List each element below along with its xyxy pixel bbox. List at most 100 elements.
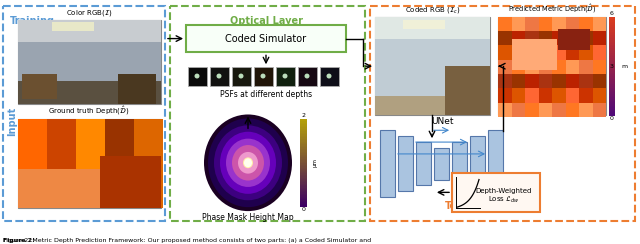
Bar	[525, 88, 538, 103]
Bar	[300, 182, 307, 183]
Bar	[538, 60, 552, 74]
Bar	[609, 37, 615, 39]
Bar	[300, 169, 307, 171]
Bar	[609, 53, 615, 55]
Text: 6: 6	[610, 11, 614, 16]
Text: m: m	[621, 64, 627, 69]
Bar	[498, 60, 511, 74]
Bar	[300, 199, 307, 201]
Bar	[300, 141, 307, 143]
Bar	[300, 119, 307, 121]
Bar	[300, 124, 307, 126]
Bar	[538, 31, 552, 45]
Bar	[375, 96, 490, 115]
Bar	[375, 17, 490, 39]
Bar	[298, 67, 317, 86]
Bar	[300, 166, 307, 168]
Text: Depth-Weighted
Loss $\mathcal{L}_{dw}$: Depth-Weighted Loss $\mathcal{L}_{dw}$	[476, 187, 532, 205]
Bar	[470, 136, 485, 191]
Bar	[300, 203, 307, 205]
Bar	[609, 27, 615, 29]
Text: Ground truth Depth($\hat{\mathcal{D}}$): Ground truth Depth($\hat{\mathcal{D}}$)	[48, 105, 130, 117]
Text: μm: μm	[312, 158, 317, 167]
Bar	[210, 67, 229, 86]
Bar	[18, 41, 161, 81]
Bar	[609, 46, 615, 49]
Bar	[300, 193, 307, 195]
Bar	[609, 33, 615, 35]
Bar	[3, 6, 165, 221]
Bar	[552, 60, 566, 74]
Bar	[609, 104, 615, 106]
Bar	[609, 86, 615, 88]
Bar	[300, 179, 307, 181]
Bar	[538, 103, 552, 117]
Bar	[609, 58, 615, 60]
Bar	[579, 88, 593, 103]
Ellipse shape	[226, 139, 270, 187]
Bar	[525, 103, 538, 117]
Bar	[300, 173, 307, 175]
Bar	[498, 17, 511, 31]
Bar	[609, 92, 615, 95]
Bar	[609, 76, 615, 78]
Bar	[300, 121, 307, 123]
Bar	[609, 109, 615, 111]
Bar	[609, 91, 615, 93]
Bar	[609, 28, 615, 30]
Ellipse shape	[208, 118, 288, 207]
Bar	[609, 74, 615, 77]
Bar	[579, 45, 593, 60]
Ellipse shape	[204, 114, 292, 211]
Bar	[300, 200, 307, 202]
Text: Color RGB($\mathcal{I}$): Color RGB($\mathcal{I}$)	[66, 8, 112, 18]
Bar	[511, 31, 525, 45]
Bar	[593, 60, 606, 74]
Bar	[398, 136, 413, 191]
Bar	[300, 140, 307, 142]
Bar	[300, 125, 307, 127]
Bar	[18, 81, 161, 104]
Bar	[552, 103, 566, 117]
Ellipse shape	[220, 132, 276, 194]
Bar	[566, 103, 579, 117]
Circle shape	[305, 74, 310, 79]
Bar	[609, 78, 615, 80]
Bar	[300, 172, 307, 173]
Bar	[609, 70, 615, 71]
Bar	[300, 135, 307, 137]
Bar	[300, 158, 307, 160]
Bar	[452, 173, 540, 212]
Bar	[609, 96, 615, 98]
Bar	[538, 45, 552, 60]
Bar	[300, 197, 307, 199]
Bar	[18, 20, 161, 41]
Bar	[609, 83, 615, 85]
Bar	[300, 157, 307, 159]
Circle shape	[326, 74, 332, 79]
Bar	[593, 17, 606, 31]
Bar	[609, 40, 615, 42]
Bar	[276, 67, 295, 86]
Bar	[609, 114, 615, 116]
Bar	[609, 45, 615, 47]
Bar	[609, 79, 615, 81]
Bar	[538, 17, 552, 31]
Bar	[320, 67, 339, 86]
Bar	[300, 174, 307, 176]
Bar	[609, 97, 615, 100]
Bar	[300, 148, 307, 150]
Bar	[380, 130, 395, 197]
Text: Testing: Testing	[445, 201, 485, 211]
Bar	[579, 74, 593, 88]
Bar	[300, 176, 307, 178]
Bar	[300, 145, 307, 147]
Bar	[566, 88, 579, 103]
Bar	[488, 130, 503, 197]
Bar	[52, 22, 94, 31]
Bar	[609, 71, 615, 73]
Bar	[18, 20, 161, 104]
Bar	[511, 60, 525, 74]
Bar	[300, 153, 307, 155]
Bar	[609, 25, 615, 27]
